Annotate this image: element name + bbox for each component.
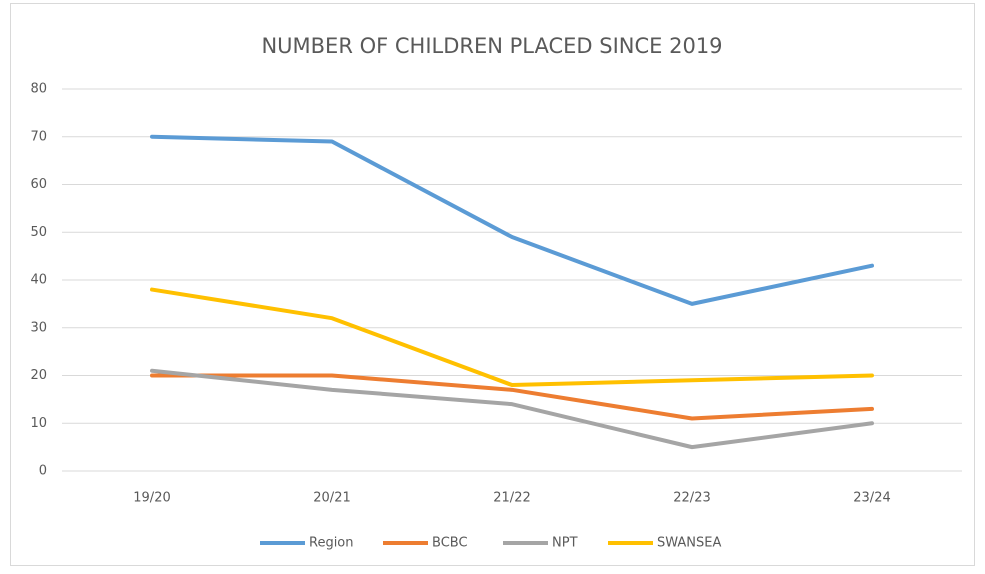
x-tick-label: 22/23	[673, 491, 710, 506]
chart-title: NUMBER OF CHILDREN PLACED SINCE 2019	[261, 34, 722, 58]
legend-label: BCBC	[432, 536, 468, 551]
y-tick-label: 30	[30, 320, 47, 335]
series-line	[150, 134, 874, 306]
series-line	[150, 287, 874, 388]
legend-label: SWANSEA	[657, 536, 721, 551]
legend-label: NPT	[552, 536, 578, 551]
y-tick-label: 80	[30, 82, 47, 97]
y-tick-label: 10	[30, 416, 47, 431]
y-tick-label: 70	[30, 129, 47, 144]
legend-label: Region	[309, 536, 354, 551]
y-tick-label: 60	[30, 177, 47, 192]
x-tick-label: 21/22	[493, 491, 530, 506]
y-tick-label: 40	[30, 273, 47, 288]
series-line	[150, 373, 874, 421]
y-tick-label: 50	[30, 225, 47, 240]
x-tick-label: 20/21	[313, 491, 350, 506]
x-tick-label: 23/24	[853, 491, 890, 506]
chart-frame	[10, 3, 975, 566]
y-tick-label: 20	[30, 368, 47, 383]
y-tick-label: 0	[39, 464, 47, 479]
x-tick-label: 19/20	[133, 491, 170, 506]
series-line	[150, 368, 874, 450]
